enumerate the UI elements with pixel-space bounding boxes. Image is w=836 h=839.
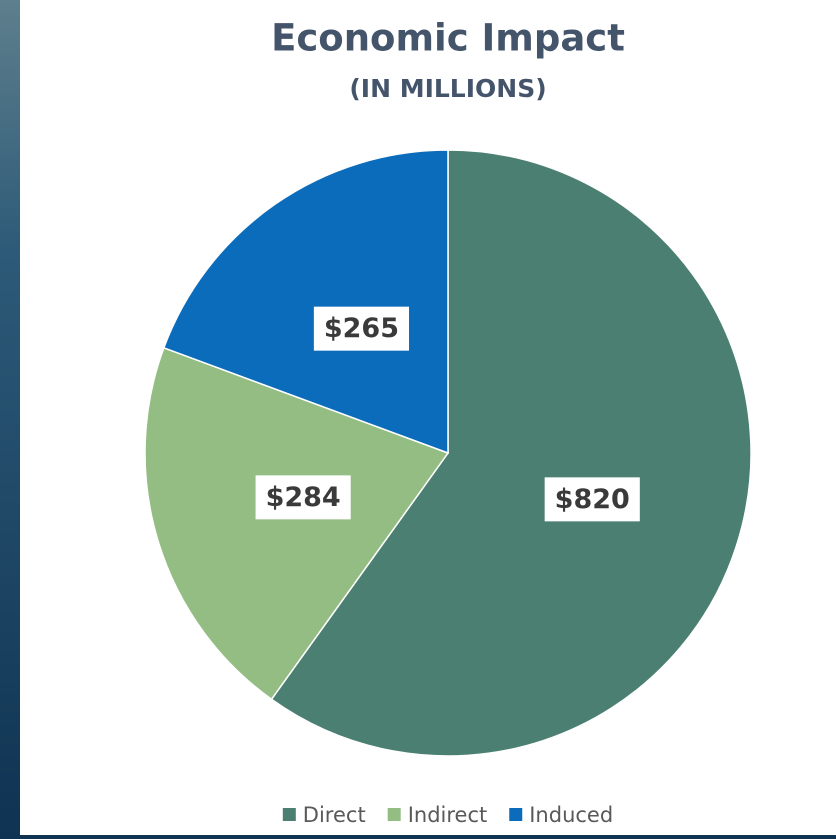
legend-swatch xyxy=(282,808,296,821)
legend-label: Induced xyxy=(529,803,613,827)
pie-slice xyxy=(162,149,449,455)
legend-label: Direct xyxy=(303,803,366,827)
data-label: $284 xyxy=(266,482,341,513)
data-label-box xyxy=(544,477,640,522)
data-label-group: $284 xyxy=(255,475,351,520)
legend-swatch xyxy=(509,808,523,821)
legend: Direct Indirect Induced xyxy=(282,803,613,827)
data-label-box xyxy=(313,306,410,351)
data-label: $820 xyxy=(555,484,630,515)
pie-slice xyxy=(144,346,450,701)
data-label-group: $820 xyxy=(544,477,640,522)
chart-subtitle: (IN MILLIONS) xyxy=(349,74,546,103)
data-label-box xyxy=(255,475,351,520)
chart-title: Economic Impact xyxy=(271,17,625,60)
legend-swatch xyxy=(387,808,401,821)
legend-label: Indirect xyxy=(408,803,488,827)
data-label: $265 xyxy=(324,313,399,344)
data-label-group: $265 xyxy=(313,306,410,351)
pie-slice xyxy=(270,149,752,757)
